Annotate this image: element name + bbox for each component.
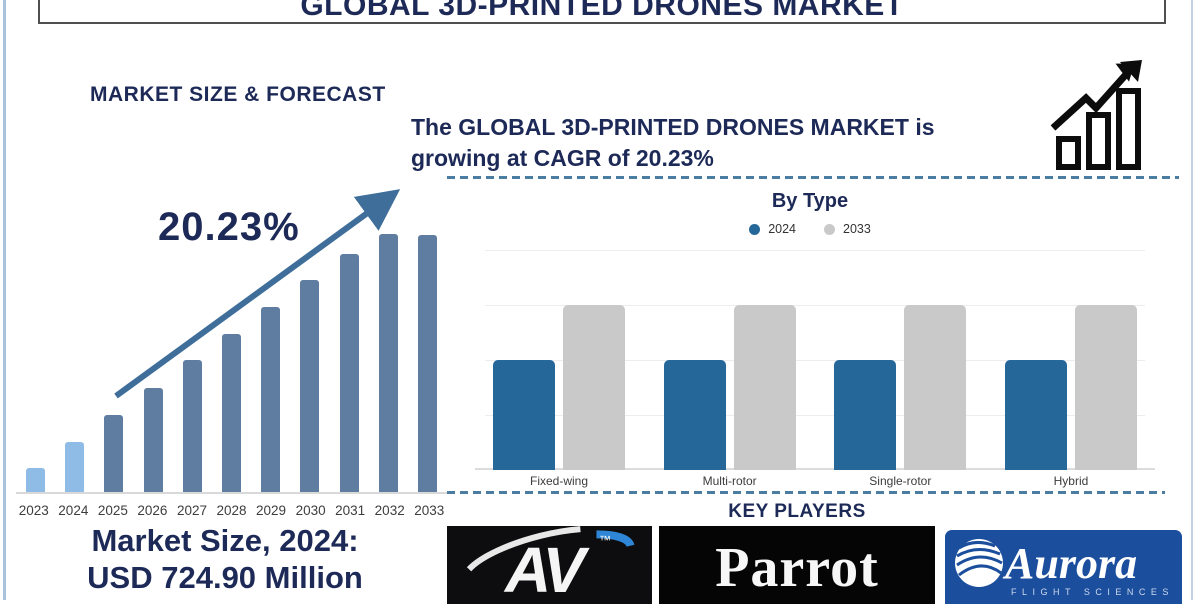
- svg-text:Aurora: Aurora: [1002, 539, 1137, 588]
- legend-dot-2033: [824, 223, 835, 235]
- page-right-border: [1191, 0, 1193, 600]
- bytype-plot-area: [475, 250, 1155, 470]
- forecast-year-labels: 2023 2024 2025 2026 2027 2028 2029 2030 2031 2032…: [14, 503, 449, 518]
- legend-label-2024: 2024: [768, 222, 796, 236]
- bytype-axis-line: [475, 468, 1155, 470]
- forecast-bar-2031: [339, 254, 359, 493]
- gridline: [485, 360, 1145, 361]
- gridline: [485, 415, 1145, 416]
- av-trademark: ™: [599, 533, 611, 547]
- year-label-2031: 2031: [335, 503, 366, 518]
- legend-item-2033: 2033: [824, 222, 871, 236]
- bytype-bar-single-rotor-2033: [904, 305, 967, 470]
- gridline: [485, 250, 1145, 251]
- forecast-heading: MARKET SIZE & FORECAST: [90, 83, 386, 106]
- cagr-banner-line2: growing at CAGR of 20.23%: [411, 145, 714, 171]
- bytype-title: By Type: [771, 190, 849, 212]
- bytype-bar-multi-rotor-2024: [663, 360, 726, 470]
- bytype-bar-hybrid-2033: [1074, 305, 1137, 470]
- bytype-bar-hybrid-2024: [1004, 360, 1067, 470]
- category-label-fixed-wing: Fixed-wing: [529, 474, 589, 488]
- forecast-bar-2025: [104, 415, 124, 493]
- category-label-hybrid: Hybrid: [1053, 474, 1089, 488]
- parrot-logo-text: Parrot: [715, 537, 879, 599]
- year-label-2025: 2025: [97, 503, 128, 518]
- forecast-bar-2026: [143, 388, 163, 493]
- bytype-group-fixed-wing: [493, 250, 625, 470]
- aurora-logo-panel: Aurora FLIGHT SCIENCES: [945, 530, 1182, 604]
- bytype-category-labels: Fixed-wing Multi-rotor Single-rotor Hybrid: [485, 474, 1145, 488]
- svg-text:AV: AV: [503, 534, 590, 604]
- page-left-border: [3, 0, 6, 600]
- bytype-legend: 2024 2033: [455, 222, 1165, 236]
- bytype-bar-groups: [485, 250, 1145, 470]
- bytype-group-single-rotor: [834, 250, 967, 470]
- bytype-group-multi-rotor: [663, 250, 796, 470]
- forecast-axis-line: [16, 492, 448, 494]
- year-label-2023: 2023: [18, 503, 49, 518]
- bytype-bar-multi-rotor-2033: [733, 305, 796, 470]
- category-label-multi-rotor: Multi-rotor: [702, 474, 757, 488]
- legend-item-2024: 2024: [749, 222, 796, 236]
- year-label-2030: 2030: [295, 503, 326, 518]
- cagr-banner: The GLOBAL 3D-PRINTED DRONES MARKET is g…: [411, 112, 1061, 174]
- year-label-2024: 2024: [58, 503, 89, 518]
- aerovironment-logo: AV ™: [447, 526, 652, 604]
- market-size-callout: Market Size, 2024: USD 724.90 Million: [20, 522, 430, 596]
- growth-trend-arrow-icon: [114, 189, 401, 399]
- bytype-group-hybrid: [1004, 250, 1137, 470]
- gridline: [485, 305, 1145, 306]
- bytype-bar-single-rotor-2024: [834, 360, 897, 470]
- legend-label-2033: 2033: [843, 222, 871, 236]
- svg-text:FLIGHT SCIENCES: FLIGHT SCIENCES: [1011, 587, 1174, 597]
- bytype-bar-fixed-wing-2033: [563, 305, 625, 470]
- forecast-bar-2032: [378, 234, 398, 493]
- year-label-2026: 2026: [137, 503, 168, 518]
- aurora-flight-sciences-logo: Aurora FLIGHT SCIENCES: [942, 526, 1185, 604]
- growth-chart-icon: [1050, 60, 1142, 170]
- forecast-bar-2030: [300, 280, 320, 493]
- forecast-bars: [26, 234, 437, 493]
- bytype-bar-fixed-wing-2024: [493, 360, 555, 470]
- title-banner: GLOBAL 3D-PRINTED DRONES MARKET: [38, 0, 1166, 24]
- year-label-2028: 2028: [216, 503, 247, 518]
- forecast-bar-2027: [182, 360, 202, 493]
- category-label-single-rotor: Single-rotor: [869, 474, 932, 488]
- parrot-logo: Parrot: [659, 526, 935, 604]
- key-players-title: KEY PLAYERS: [728, 501, 866, 522]
- page-title: GLOBAL 3D-PRINTED DRONES MARKET: [300, 0, 904, 22]
- year-label-2032: 2032: [374, 503, 405, 518]
- dashed-divider-bottom: [447, 491, 1165, 494]
- year-label-2027: 2027: [176, 503, 207, 518]
- market-size-line1: Market Size, 2024:: [91, 523, 359, 558]
- cagr-banner-line1: The GLOBAL 3D-PRINTED DRONES MARKET is: [411, 114, 935, 140]
- forecast-bar-2028: [221, 334, 241, 493]
- forecast-bar-2029: [261, 307, 281, 493]
- forecast-bar-2033: [417, 235, 437, 493]
- dashed-divider-top: [447, 176, 1179, 179]
- year-label-2029: 2029: [256, 503, 287, 518]
- key-players-logos: AV ™ Parrot Aurora FLIGHT SCIENCES: [447, 526, 1185, 604]
- cagr-percentage-label: 20.23%: [158, 205, 300, 249]
- year-label-2033: 2033: [414, 503, 445, 518]
- forecast-bar-2024: [65, 442, 85, 493]
- forecast-bar-2023: [26, 468, 45, 493]
- market-size-line2: USD 724.90 Million: [87, 560, 363, 595]
- legend-dot-2024: [749, 223, 761, 235]
